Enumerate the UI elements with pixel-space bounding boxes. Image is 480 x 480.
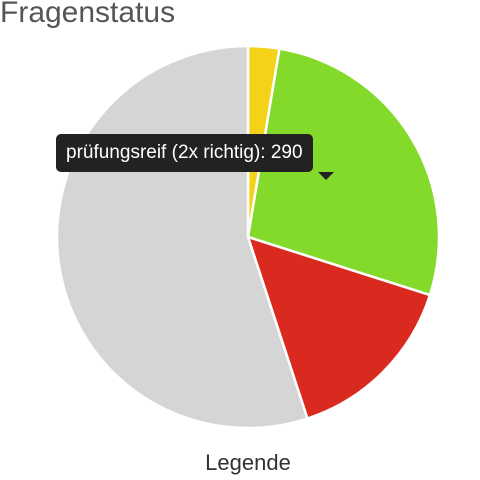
tooltip-label: prüfungsreif (2x richtig) — [66, 142, 261, 163]
tooltip-value: 290 — [270, 142, 303, 163]
legend-button[interactable]: Legende — [205, 450, 291, 475]
tooltip: prüfungsreif (2x richtig): 290 — [56, 134, 334, 180]
pie-slice — [246, 47, 441, 297]
chart-title: Fragenstatus — [0, 0, 176, 29]
